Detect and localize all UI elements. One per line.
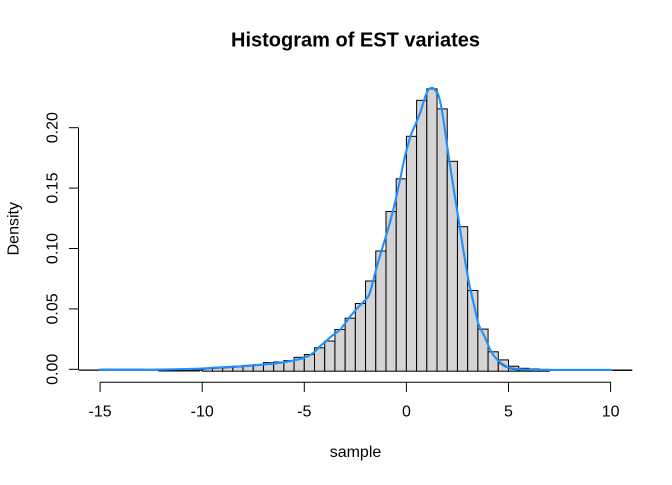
svg-text:Histogram of EST variates: Histogram of EST variates [231,30,480,52]
svg-text:0.20: 0.20 [45,112,62,143]
svg-text:sample: sample [330,444,382,461]
svg-text:-10: -10 [191,404,214,421]
svg-text:10: 10 [602,404,620,421]
svg-text:0.15: 0.15 [45,172,62,203]
svg-text:0.10: 0.10 [45,233,62,264]
svg-text:0: 0 [402,404,411,421]
svg-text:Density: Density [6,202,23,255]
svg-text:0.00: 0.00 [45,354,62,385]
svg-text:0.05: 0.05 [45,293,62,324]
svg-text:5: 5 [504,404,513,421]
svg-text:-15: -15 [89,404,112,421]
svg-text:-5: -5 [297,404,311,421]
